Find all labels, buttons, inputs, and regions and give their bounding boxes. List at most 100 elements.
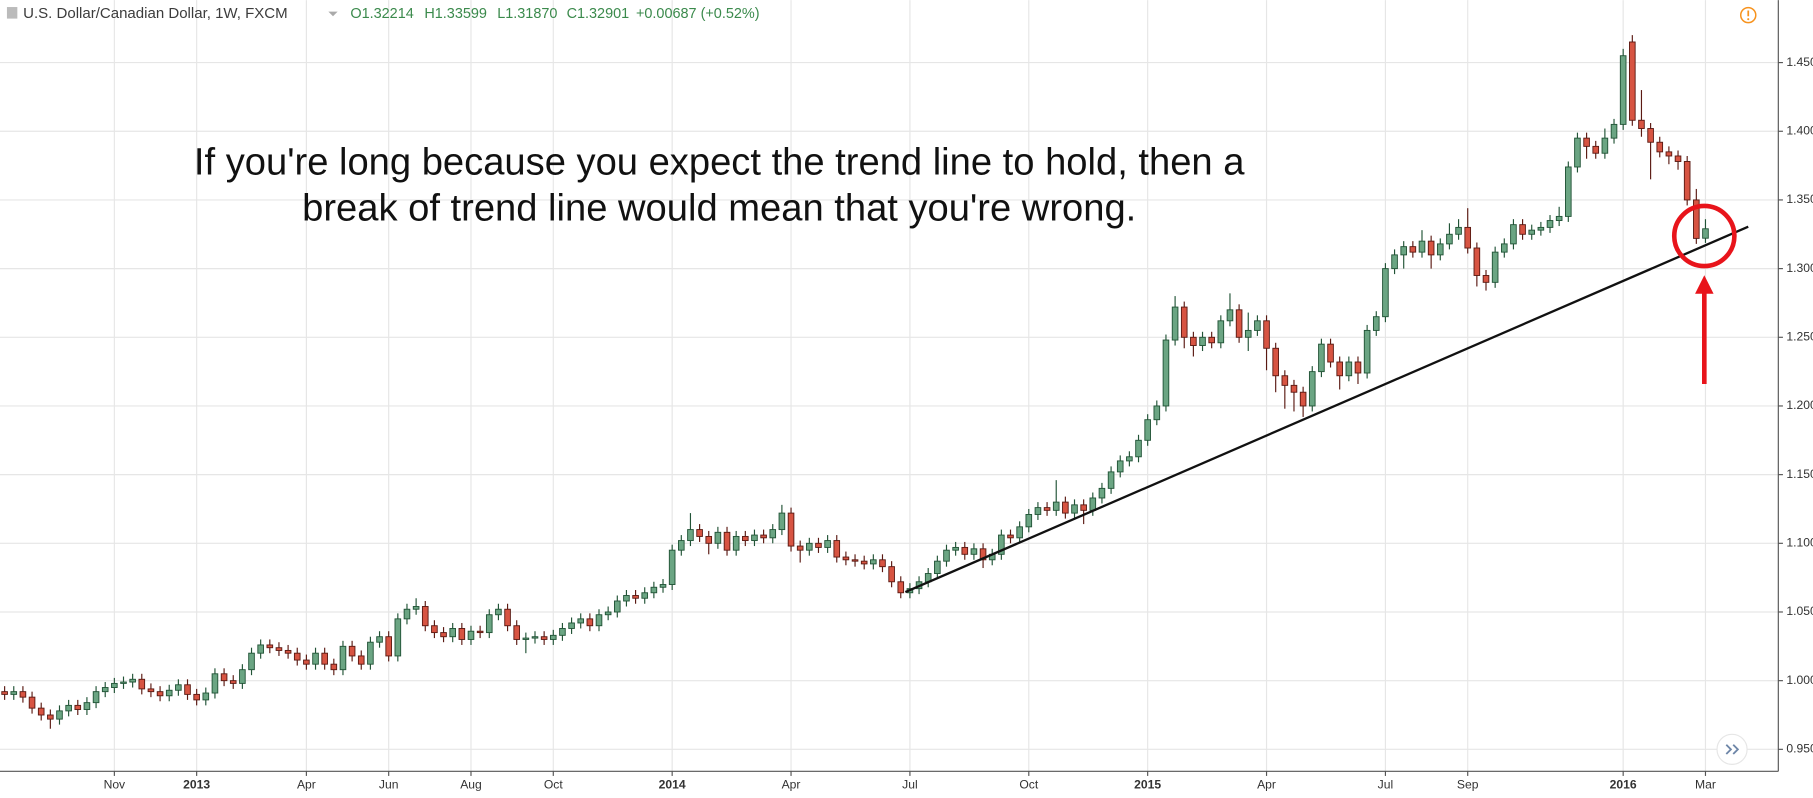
x-tick-label: Oct [1019,777,1038,791]
candle-body [723,531,731,551]
candle-body [1391,254,1398,270]
candle-body [1208,336,1215,344]
candle-body [559,628,566,636]
candle-body [1528,229,1536,235]
candle-body [934,560,941,574]
candle-body [668,549,676,585]
candle-body [403,608,411,620]
candle-body [348,645,356,657]
candle-body [1583,137,1590,147]
candle-body [1400,246,1408,256]
legend-low: L1.31870 [497,6,557,22]
candle-body [1693,199,1700,239]
candle-body [376,636,383,643]
annotation-line: If you're long because you expect the tr… [194,140,1245,183]
warning-icon[interactable] [1739,6,1757,24]
candle-body [284,649,292,654]
candle-body [678,540,685,551]
candle-body [56,710,63,720]
candle-body [623,595,630,602]
candle-body [696,529,703,537]
candle-body [229,680,237,684]
y-tick-label: 1.40000 [1786,123,1813,137]
scroll-button[interactable] [1716,733,1748,765]
candle-body [257,644,264,654]
candle-body [1217,320,1225,344]
candle-body [321,652,328,665]
candle-body [65,704,72,712]
y-tick-label: 1.25000 [1786,329,1813,343]
candle-body [1473,247,1481,276]
candle-body [1062,501,1069,514]
candle-body [1555,215,1563,222]
candle-body [961,546,969,555]
candle-body [1098,487,1106,499]
candle-body [1363,329,1371,374]
y-tick-label: 1.10000 [1786,536,1813,550]
highlight-circle [1671,203,1737,269]
candle-body [449,628,456,638]
candle-body [879,559,886,568]
candle-body [549,634,557,640]
candle-body [577,618,585,624]
candle-body [1436,243,1444,256]
candle-body [522,637,530,640]
candle-body [1089,497,1097,511]
candle-body [495,608,502,616]
candle-body [613,600,621,613]
candle-body [1446,233,1453,245]
x-tick-label: Nov [104,777,126,791]
candle-body [568,622,575,629]
candle-body [1244,329,1252,338]
candle-body [1199,336,1206,346]
x-tick-label: 2013 [183,777,210,791]
candle-body [751,534,758,542]
y-tick-label: 1.45000 [1786,55,1813,69]
candle-body [1427,240,1435,256]
candle-body [220,673,228,682]
x-tick-label: 2015 [1134,777,1161,791]
candle-body [513,625,521,640]
candle-body [28,696,36,709]
candle-body [357,655,365,665]
candle-body [83,702,91,710]
candle-body [19,691,27,698]
legend-open: O1.32214 [350,6,413,22]
y-tick-label: 1.35000 [1786,192,1813,206]
x-tick-label: Oct [544,777,563,791]
candle-body [1007,534,1014,539]
candle-body [952,546,959,551]
annotation-line: break of trend line would mean that you'… [302,187,1136,230]
y-tick-label: 1.20000 [1786,398,1813,412]
grid [0,0,1779,772]
candle-body [275,647,283,651]
candle-body [641,592,649,599]
candle-body [248,652,255,671]
candle-body [138,678,146,690]
candle-body [1574,137,1581,168]
candle-body [37,707,45,716]
y-tick-label: 0.95000 [1786,742,1813,756]
candle-body [421,606,429,627]
x-tick-label: Apr [297,777,316,791]
symbol-title: U.S. Dollar/Canadian Dollar, 1W, FXCM [23,5,288,22]
x-tick-label: Jul [1378,777,1394,791]
candle-body [1135,439,1142,458]
candle-body [1546,220,1554,228]
candle-body [888,566,895,583]
candle-body [1629,41,1636,121]
candle-body [211,673,219,694]
candle-body [1336,361,1343,377]
candle-body [367,641,374,665]
y-tick-label: 1.30000 [1786,261,1813,275]
dropdown-caret[interactable] [328,11,338,17]
candle-body [330,663,338,671]
candle-body [1153,405,1161,421]
candle-body [815,542,822,548]
candle-body [111,682,118,688]
candle-body [1107,471,1115,489]
candle-body [595,614,603,627]
candle-body [1619,55,1627,125]
candle-body [175,684,182,691]
